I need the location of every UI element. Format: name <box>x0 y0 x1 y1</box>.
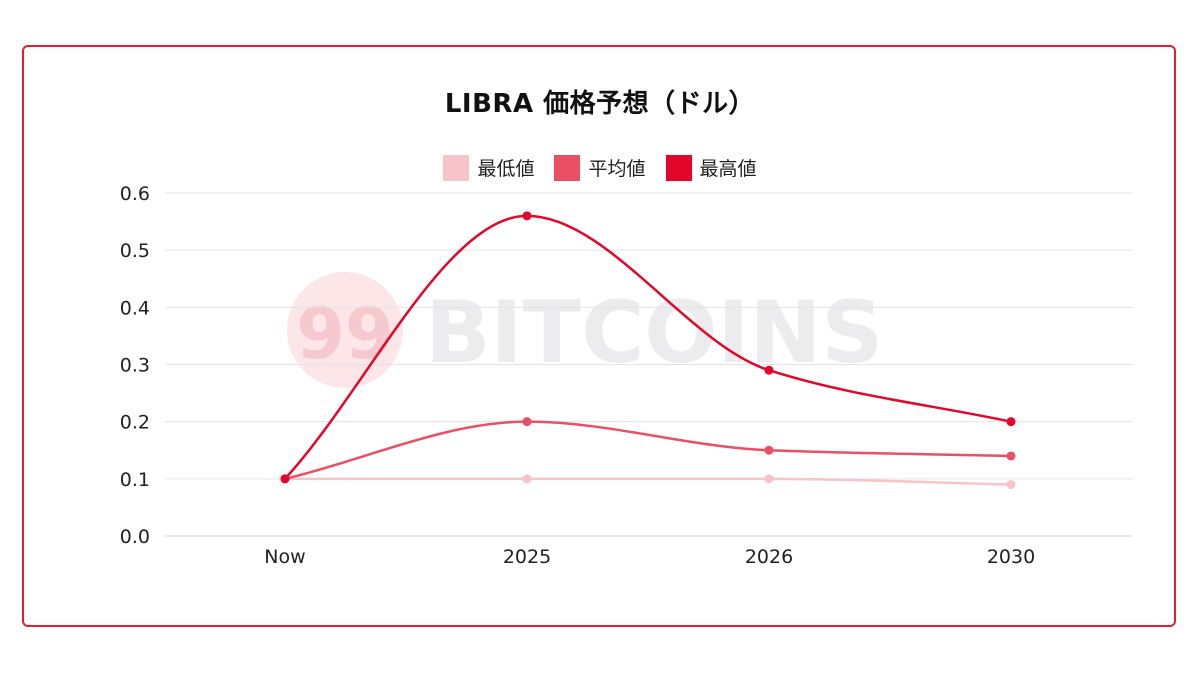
data-point-max[interactable] <box>1006 417 1016 427</box>
data-point-min[interactable] <box>1006 480 1016 490</box>
series <box>280 211 1016 490</box>
y-axis: 0.0 0.1 0.2 0.3 0.4 0.5 0.6 <box>120 183 150 548</box>
x-axis: Now 2025 2026 2030 <box>264 546 1035 568</box>
legend-item-min[interactable]: 最低値 <box>443 154 534 181</box>
series-line-avg <box>284 420 1012 481</box>
watermark-brand-text: BITCOINS <box>425 283 883 383</box>
series-line-max <box>284 214 1012 480</box>
chart-legend: 最低値 平均値 最高値 <box>0 154 1200 181</box>
chart-card <box>22 45 1176 627</box>
x-tick-label: 2030 <box>987 546 1035 568</box>
x-tick-label: 2026 <box>745 546 793 568</box>
y-tick-label: 0.6 <box>120 183 150 205</box>
y-tick-label: 0.2 <box>120 412 150 434</box>
data-point-min[interactable] <box>522 474 532 484</box>
y-tick-label: 0.5 <box>120 240 150 262</box>
y-tick-label: 0.4 <box>120 297 150 319</box>
watermark: 99 BITCOINS <box>287 272 883 388</box>
data-point-max[interactable] <box>522 211 532 221</box>
legend-item-avg[interactable]: 平均値 <box>554 154 646 181</box>
y-tick-label: 0.3 <box>120 355 150 377</box>
data-point-avg[interactable] <box>1006 451 1016 461</box>
legend-label-avg: 平均値 <box>588 158 646 180</box>
legend-item-max[interactable]: 最高値 <box>665 154 757 181</box>
legend-swatch-avg <box>554 154 581 181</box>
x-tick-label: Now <box>264 546 305 568</box>
legend-swatch-max <box>665 154 692 181</box>
legend-label-max: 最高値 <box>699 158 757 180</box>
data-point-avg[interactable] <box>764 445 774 455</box>
x-tick-label: 2025 <box>503 546 551 568</box>
series-line-min <box>285 477 1012 486</box>
chart-title: LIBRA 価格予想（ドル） <box>444 89 756 119</box>
data-point-max[interactable] <box>764 365 774 375</box>
legend-swatch-min <box>443 154 470 181</box>
data-point-max[interactable] <box>280 474 290 484</box>
watermark-logo-text: 99 <box>296 293 393 375</box>
y-tick-label: 0.0 <box>120 526 150 548</box>
y-tick-label: 0.1 <box>120 469 150 491</box>
data-point-avg[interactable] <box>522 417 532 427</box>
data-point-min[interactable] <box>764 474 774 484</box>
legend-label-min: 最低値 <box>477 158 535 180</box>
